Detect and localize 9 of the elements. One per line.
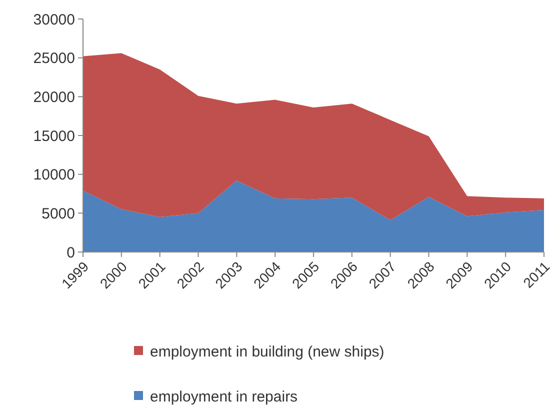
y-tick-label: 20000: [33, 88, 75, 106]
y-tick-label: 10000: [33, 166, 75, 184]
y-tick-label: 0: [66, 244, 75, 262]
legend-label: employment in building (new ships): [150, 343, 384, 360]
y-tick-label: 30000: [33, 11, 75, 28]
legend-label: employment in repairs: [150, 388, 298, 406]
y-tick-label: 15000: [33, 128, 75, 145]
y-tick-label: 5000: [42, 205, 75, 222]
y-tick-label: 25000: [33, 50, 75, 68]
